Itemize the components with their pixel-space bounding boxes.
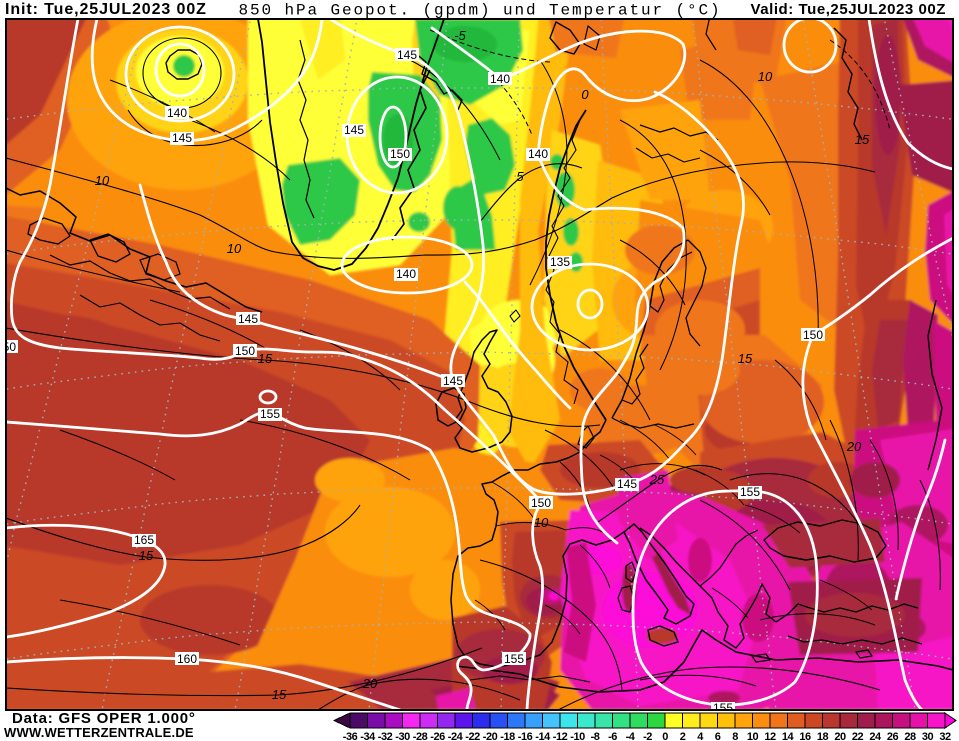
svg-text:26: 26 [887,731,899,741]
svg-text:155: 155 [260,407,280,421]
svg-text:28: 28 [904,731,916,741]
svg-text:-36: -36 [343,731,358,741]
svg-text:18: 18 [817,731,829,741]
svg-text:-16: -16 [518,731,533,741]
svg-text:24: 24 [869,731,882,741]
svg-text:155: 155 [504,652,524,666]
svg-text:10: 10 [534,515,549,530]
svg-text:Valid: Tue,25JUL2023 00Z: Valid: Tue,25JUL2023 00Z [750,1,946,18]
svg-text:15: 15 [738,351,753,366]
svg-text:12: 12 [764,731,776,741]
svg-text:135: 135 [550,255,570,269]
svg-text:150: 150 [390,147,410,161]
svg-text:145: 145 [397,48,417,62]
svg-text:150: 150 [235,344,255,358]
svg-text:6: 6 [715,731,721,741]
svg-text:150: 150 [0,340,16,354]
svg-text:140: 140 [490,72,510,86]
svg-text:-24: -24 [448,731,464,741]
svg-text:155: 155 [713,701,733,715]
svg-text:-32: -32 [378,731,393,741]
svg-text:WWW.WETTERZENTRALE.DE: WWW.WETTERZENTRALE.DE [4,725,194,740]
svg-text:10: 10 [227,241,242,256]
svg-text:-12: -12 [553,731,568,741]
svg-text:155: 155 [740,485,760,499]
svg-text:-8: -8 [591,731,600,741]
svg-text:150: 150 [803,328,823,342]
svg-text:-34: -34 [360,731,376,741]
svg-text:15: 15 [855,132,870,147]
svg-text:2: 2 [680,731,686,741]
svg-text:14: 14 [782,731,795,741]
svg-text:160: 160 [177,652,197,666]
svg-text:22: 22 [852,731,864,741]
svg-text:145: 145 [617,477,637,491]
svg-text:-22: -22 [465,731,480,741]
svg-text:0: 0 [662,731,668,741]
svg-text:4: 4 [697,731,704,741]
svg-text:-18: -18 [500,731,515,741]
svg-text:30: 30 [922,731,934,741]
svg-text:-5: -5 [454,28,466,43]
svg-text:850 hPa Geopot. (gpdm) und Tem: 850 hPa Geopot. (gpdm) und Temperatur (°… [238,2,721,20]
svg-text:-6: -6 [608,731,617,741]
svg-text:15: 15 [139,548,154,563]
svg-text:16: 16 [799,731,811,741]
svg-text:-28: -28 [413,731,428,741]
svg-text:-20: -20 [483,731,498,741]
svg-text:15: 15 [272,687,287,702]
svg-text:20: 20 [846,439,862,454]
svg-text:32: 32 [939,731,951,741]
svg-text:-30: -30 [395,731,410,741]
svg-text:145: 145 [172,131,192,145]
svg-text:140: 140 [396,267,416,281]
svg-text:Data: GFS OPER 1.000°: Data: GFS OPER 1.000° [12,710,196,727]
svg-text:140: 140 [528,147,548,161]
svg-text:10: 10 [747,731,759,741]
svg-text:150: 150 [531,496,551,510]
svg-text:145: 145 [344,123,364,137]
svg-text:0: 0 [581,87,589,102]
svg-text:145: 145 [238,312,258,326]
svg-text:25: 25 [649,472,665,487]
svg-text:20: 20 [834,731,846,741]
svg-text:15: 15 [258,351,273,366]
svg-text:20: 20 [362,676,378,691]
svg-text:10: 10 [758,69,773,84]
svg-text:5: 5 [516,169,524,184]
svg-text:10: 10 [95,173,110,188]
svg-text:Init: Tue,25JUL2023 00Z: Init: Tue,25JUL2023 00Z [5,1,207,18]
svg-text:145: 145 [443,374,463,388]
svg-text:-14: -14 [535,731,551,741]
svg-text:-10: -10 [570,731,585,741]
svg-text:8: 8 [732,731,738,741]
svg-text:-2: -2 [643,731,652,741]
svg-text:-4: -4 [626,731,636,741]
svg-text:-26: -26 [430,731,445,741]
svg-text:165: 165 [134,533,154,547]
svg-text:140: 140 [167,106,187,120]
